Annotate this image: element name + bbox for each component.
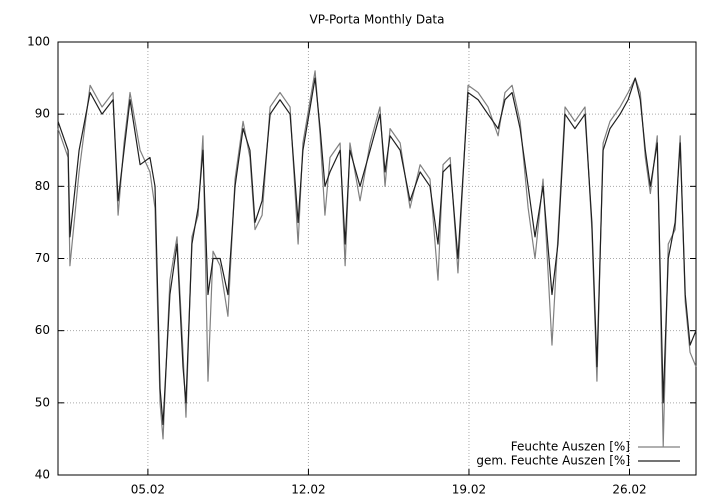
- data-line: [57, 77, 697, 426]
- y-tick-label: 60: [35, 323, 50, 337]
- y-tick-label: 90: [35, 107, 50, 121]
- y-tick-label: 50: [35, 395, 50, 409]
- plot-frame: [57, 41, 697, 476]
- x-tick-label: 26.02: [612, 483, 646, 497]
- x-tick-label: 19.02: [452, 483, 486, 497]
- y-tick-label: 70: [35, 251, 50, 265]
- x-tick-label: 05.02: [131, 483, 165, 497]
- y-tick-label: 100: [27, 35, 50, 49]
- legend-label: gem. Feuchte Auszen [%]: [476, 454, 630, 468]
- chart-title: VP-Porta Monthly Data: [310, 13, 445, 27]
- x-tick-label: 12.02: [291, 483, 325, 497]
- legend-label: Feuchte Auszen [%]: [511, 440, 630, 454]
- y-tick-label: 40: [35, 468, 50, 482]
- y-tick-label: 80: [35, 179, 50, 193]
